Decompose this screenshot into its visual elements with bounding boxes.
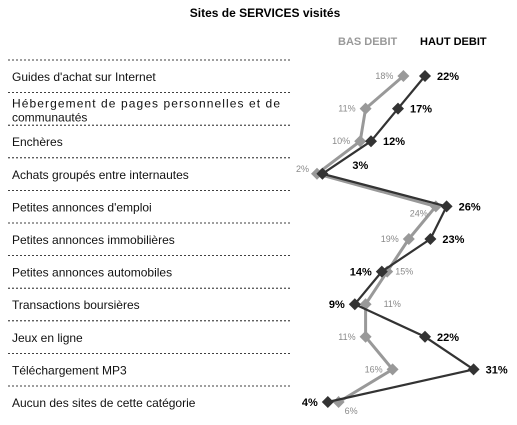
data-label-bas-debit: 15% — [395, 267, 413, 277]
data-point-haut-debit — [440, 200, 453, 213]
data-label-haut-debit: 26% — [459, 201, 481, 213]
data-label-haut-debit: 22% — [437, 332, 459, 344]
data-point-bas-debit — [359, 330, 372, 343]
category-label-text: Téléchargement MP3 — [12, 363, 127, 377]
data-label-haut-debit: 3% — [352, 160, 368, 172]
data-point-haut-debit — [375, 265, 388, 278]
data-point-bas-debit — [354, 135, 367, 148]
category-label-text: Petites annonces immobilières — [12, 233, 175, 247]
category-label: Petites annonces immobilières — [12, 233, 175, 247]
data-point-bas-debit — [359, 102, 372, 115]
category-label-text: communautés — [12, 111, 87, 125]
category-label-text: Achats groupés entre internautes — [12, 168, 189, 182]
category-label: Enchères — [12, 135, 63, 149]
data-point-haut-debit — [467, 363, 480, 376]
category-label-text: Petites annonces automobiles — [12, 266, 172, 280]
data-label-haut-debit: 9% — [329, 299, 345, 311]
category-label-text: Jeux en ligne — [12, 331, 83, 345]
category-label: Guides d'achat sur Internet — [12, 70, 156, 84]
data-label-haut-debit: 12% — [383, 136, 405, 148]
data-point-haut-debit — [392, 102, 404, 115]
category-label-text: Aucun des sites de cette catégorie — [12, 396, 196, 410]
data-label-bas-debit: 10% — [332, 136, 350, 146]
data-point-haut-debit — [348, 298, 361, 311]
data-point-bas-debit — [402, 233, 415, 245]
data-label-bas-debit: 6% — [345, 406, 358, 416]
data-label-bas-debit: 11% — [384, 299, 401, 309]
data-label-haut-debit: 17% — [410, 104, 432, 116]
legend-haut-debit: HAUT DEBIT — [420, 36, 487, 48]
data-label-bas-debit: 2% — [296, 164, 309, 174]
category-label: Téléchargement MP3 — [12, 363, 127, 377]
data-label-bas-debit: 24% — [410, 208, 428, 218]
data-label-bas-debit: 19% — [381, 234, 399, 244]
data-point-haut-debit — [419, 330, 431, 343]
data-point-haut-debit — [316, 167, 329, 180]
category-label-text: Transactions boursières — [12, 298, 140, 312]
data-label-bas-debit: 18% — [375, 71, 393, 81]
series-bas-debit: 18% 11% 10% 2% 24% 19% 15% 11% 11% 16% 6% — [296, 70, 442, 416]
category-label: Petites annonces d'emploi — [12, 200, 152, 214]
data-point-haut-debit — [424, 233, 437, 245]
data-label-bas-debit: 11% — [338, 332, 355, 342]
series-haut-debit: 22% 17% 12% 3% 26% 23% 14% 9% 22% 31% 4% — [302, 70, 508, 409]
category-label-text: Petites annonces d'emploi — [12, 200, 152, 214]
data-label-haut-debit: 4% — [302, 397, 318, 409]
data-label-haut-debit: 23% — [442, 234, 464, 246]
data-point-haut-debit — [419, 70, 431, 82]
data-label-haut-debit: 22% — [437, 71, 459, 83]
data-point-bas-debit — [397, 70, 410, 82]
chart-title: Sites de SERVICES visités — [190, 6, 341, 20]
data-label-haut-debit: 31% — [486, 364, 508, 376]
data-point-haut-debit — [321, 396, 334, 408]
category-label-text: Hébergement de pages personnelles et de — [12, 97, 280, 111]
legend-bas-debit: BAS DEBIT — [338, 36, 398, 48]
series-line-bas-debit — [315, 74, 438, 404]
category-label: Aucun des sites de cette catégorie — [12, 396, 196, 410]
data-label-bas-debit: 11% — [338, 104, 355, 114]
category-label: Transactions boursières — [12, 298, 140, 312]
category-label: Achats groupés entre internautes — [12, 168, 189, 182]
category-labels: Guides d'achat sur Internet Hébergement d… — [12, 70, 280, 410]
data-label-bas-debit: 16% — [365, 364, 383, 374]
category-label-text: Guides d'achat sur Internet — [12, 70, 156, 84]
row-separators — [8, 59, 290, 387]
data-point-haut-debit — [365, 135, 377, 148]
data-point-bas-debit — [386, 363, 399, 376]
data-label-haut-debit: 14% — [350, 267, 372, 279]
category-label: Petites annonces automobiles — [12, 266, 172, 280]
category-label-text: Enchères — [12, 135, 63, 149]
category-label: Jeux en ligne — [12, 331, 83, 345]
category-label: Hébergement de pages personnelles et dec… — [12, 97, 280, 125]
